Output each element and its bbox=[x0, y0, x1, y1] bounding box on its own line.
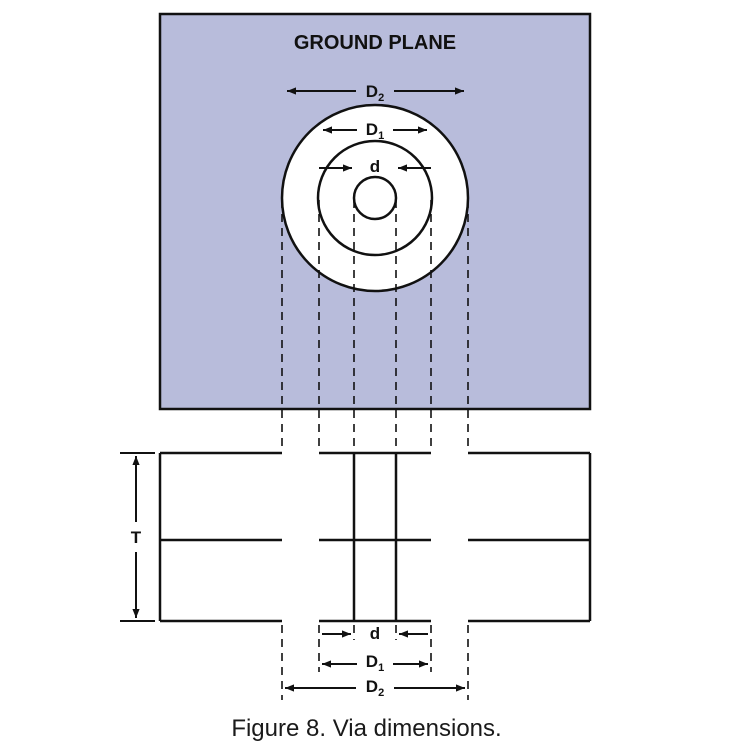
d2-label-top: D2 bbox=[366, 82, 384, 104]
t-label: T bbox=[131, 528, 142, 547]
figure-caption: Figure 8. Via dimensions. bbox=[231, 715, 502, 742]
cross-section-view bbox=[158, 451, 592, 623]
ground-plane-title: GROUND PLANE bbox=[294, 32, 456, 54]
projection-lines bbox=[281, 200, 469, 700]
d1-label-top: D1 bbox=[366, 120, 384, 142]
d-label-bottom: d bbox=[370, 624, 380, 643]
drill-circle-d bbox=[352, 175, 398, 221]
d1-label-bottom: D1 bbox=[366, 652, 384, 674]
d2-dimension-bottom: D2 bbox=[285, 677, 465, 699]
d-label-top: d bbox=[370, 157, 380, 176]
d-dimension-bottom: d bbox=[322, 624, 428, 643]
d1-dimension-bottom: D1 bbox=[322, 652, 428, 674]
d2-label-bottom: D2 bbox=[366, 677, 384, 699]
t-dimension: T bbox=[120, 452, 155, 622]
d-dimension-top: d bbox=[319, 157, 431, 176]
d1-dimension-top: D1 bbox=[323, 120, 427, 142]
d2-dimension-top: D2 bbox=[287, 82, 464, 104]
top-view: GROUND PLANE D2 D1 d bbox=[158, 12, 592, 411]
